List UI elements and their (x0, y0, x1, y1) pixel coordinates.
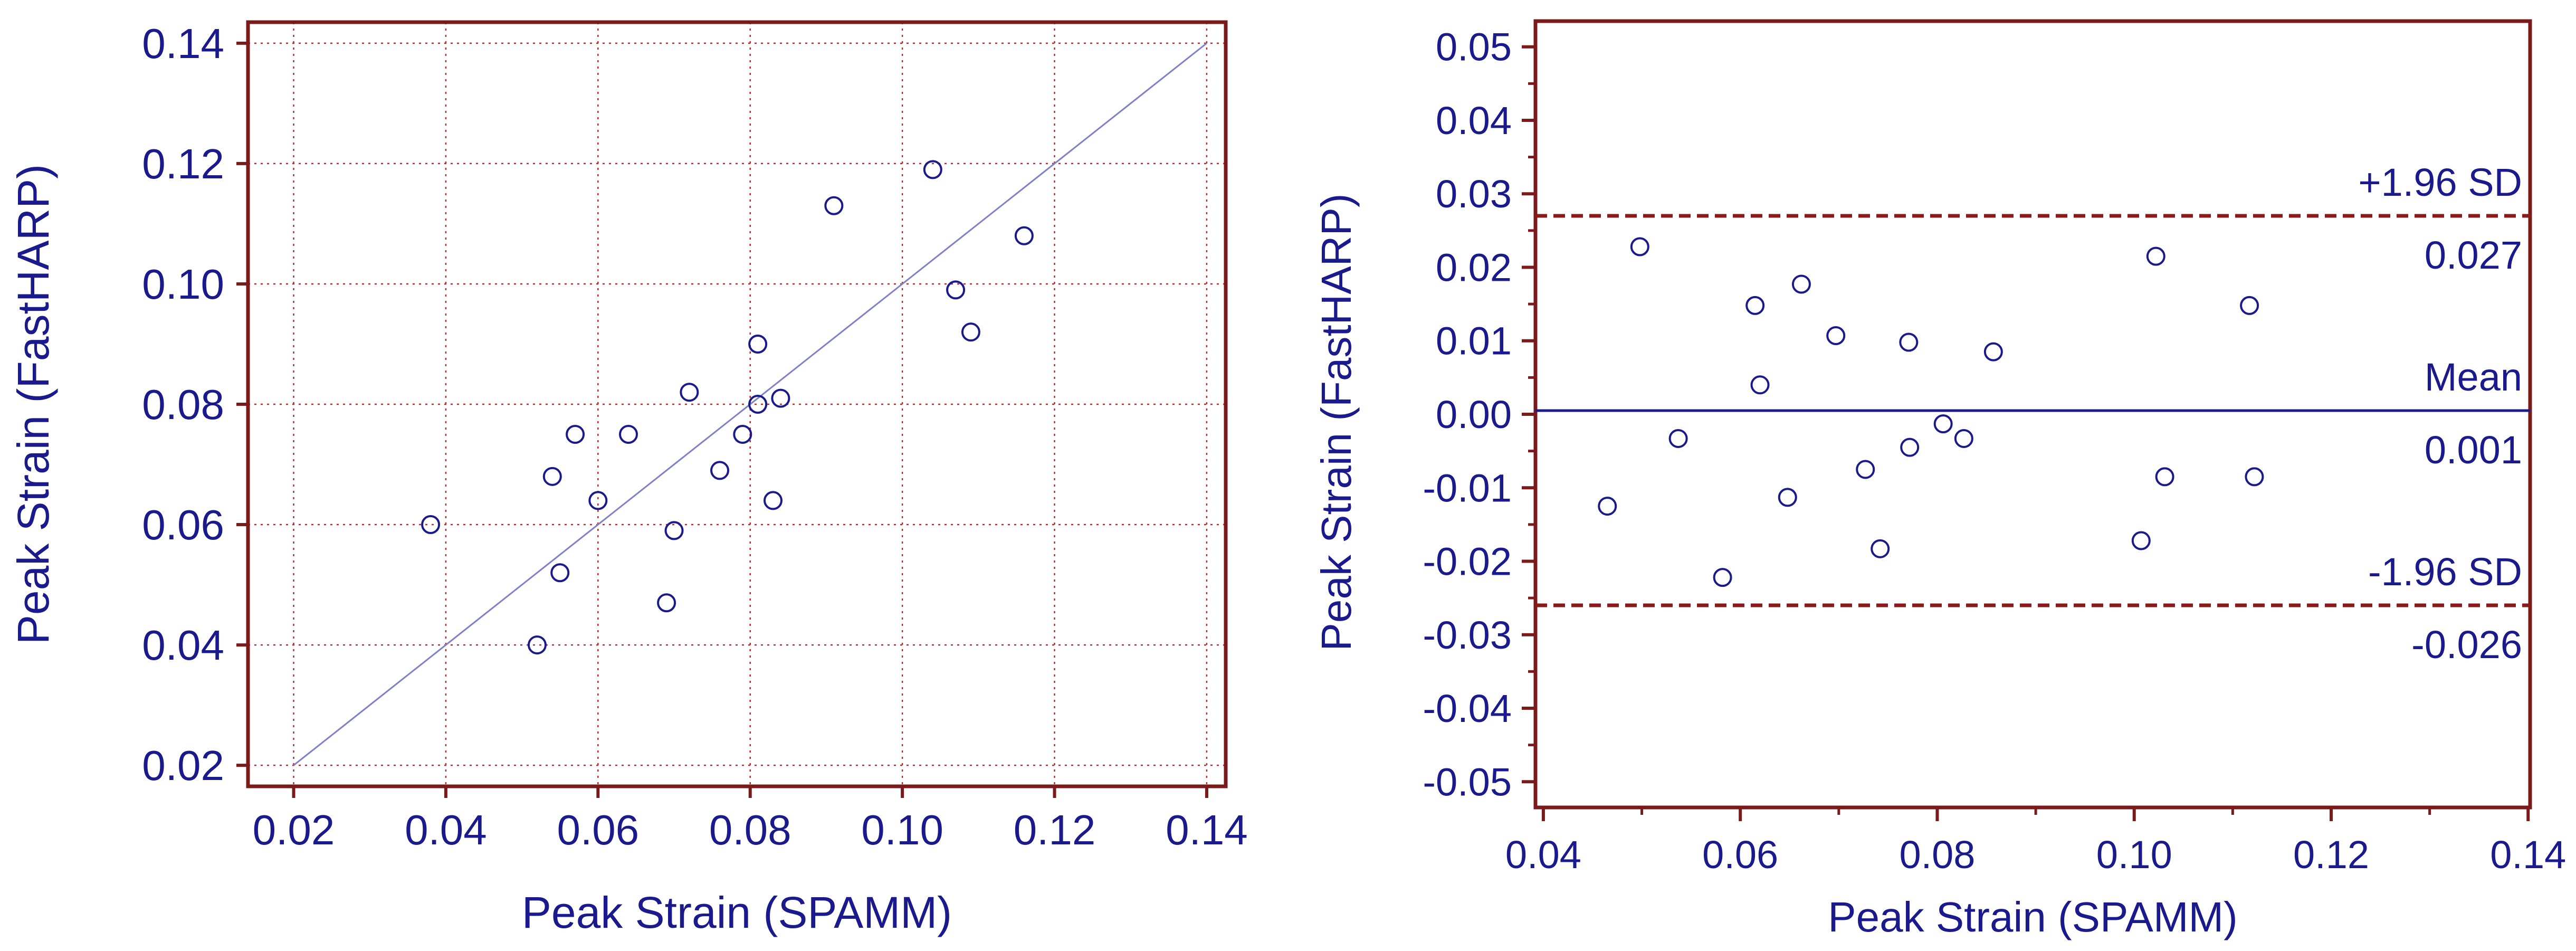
data-point (1899, 332, 1919, 352)
data-point (1713, 568, 1732, 587)
reference-line-value: -0.026 (2411, 623, 2522, 667)
reference-line-value: 0.001 (2425, 428, 2522, 472)
data-point (1745, 296, 1765, 315)
x-tick-label: 0.02 (253, 806, 335, 853)
data-point (542, 467, 562, 486)
data-point (1983, 342, 2003, 362)
data-point (680, 383, 699, 402)
y-axis-label: Peak Strain (FastHARP) (8, 164, 58, 644)
data-point (1668, 429, 1688, 448)
data-point (763, 491, 783, 510)
data-point (1750, 375, 1770, 395)
y-tick-label: 0.10 (142, 261, 224, 308)
x-tick-label: 0.04 (1505, 833, 1581, 877)
data-point (550, 563, 570, 583)
data-point (961, 322, 980, 342)
reference-line-label: -1.96 SD (2368, 550, 2522, 594)
y-tick-label: -0.05 (1423, 760, 1512, 804)
x-tick-label: 0.10 (2096, 833, 2172, 877)
reference-line-label: Mean (2425, 355, 2522, 399)
data-point (1791, 274, 1811, 294)
data-point (2146, 246, 2165, 266)
y-tick-label: 0.01 (1436, 319, 1512, 363)
data-point (619, 425, 638, 444)
data-point (733, 425, 752, 444)
correlation-scatter-chart: 0.02 0.02 0.04 0.04 0.06 0.06 0.08 0.08 0.10 0.10… (8, 20, 1248, 937)
data-point (2245, 467, 2264, 487)
data-point (1630, 237, 1649, 256)
data-point (421, 515, 441, 535)
data-point (710, 461, 730, 480)
data-point (527, 635, 547, 655)
data-point (946, 280, 966, 300)
reference-line-label: +1.96 SD (2358, 160, 2522, 204)
data-point (657, 593, 676, 613)
plot-frame (1533, 19, 2532, 810)
y-tick-label: 0.08 (142, 381, 224, 428)
bland-altman-chart: 0.04 0.06 0.08 0.10 0.12 0.14 0.05 0.04 0.03 0.02… (1313, 19, 2566, 940)
y-tick-label: 0.02 (142, 742, 224, 789)
y-axis-label: Peak Strain (FastHARP) (1313, 194, 1360, 651)
data-point (1933, 414, 1953, 434)
y-tick-label: 0.02 (1436, 245, 1512, 289)
data-point (1826, 326, 1846, 345)
x-tick-label: 0.08 (709, 806, 791, 853)
y-tick-label: -0.03 (1423, 613, 1512, 657)
data-point (1598, 497, 1617, 516)
x-tick-label: 0.08 (1899, 833, 1975, 877)
y-tick-label: 0.14 (142, 20, 224, 67)
data-point (824, 196, 844, 215)
data-point (748, 395, 768, 414)
data-point (1954, 429, 1973, 448)
data-point (923, 160, 942, 179)
x-tick-label: 0.12 (2293, 833, 2369, 877)
y-tick-label: -0.01 (1423, 466, 1512, 510)
x-tick-label: 0.14 (1166, 806, 1248, 853)
data-point (1900, 438, 1920, 457)
data-point (771, 388, 790, 408)
data-point (1856, 460, 1875, 479)
data-point (566, 425, 585, 444)
reference-line-value: 0.027 (2425, 233, 2522, 277)
y-tick-label: 0.00 (1436, 393, 1512, 436)
y-tick-label: 0.03 (1436, 172, 1512, 216)
data-point (748, 334, 768, 354)
x-tick-label: 0.06 (1702, 833, 1778, 877)
data-point (1871, 539, 1890, 558)
x-axis-label: Peak Strain (SPAMM) (522, 888, 952, 937)
data-point (664, 521, 684, 540)
y-tick-label: 0.12 (142, 140, 224, 187)
y-tick-label: -0.02 (1423, 540, 1512, 584)
x-tick-label: 0.04 (405, 806, 487, 853)
y-tick-label: 0.06 (142, 501, 224, 548)
data-point (1014, 226, 1034, 245)
x-axis-label: Peak Strain (SPAMM) (1828, 893, 2237, 940)
data-point (2131, 531, 2151, 550)
x-tick-label: 0.10 (861, 806, 943, 853)
y-tick-label: 0.04 (142, 622, 224, 669)
data-point (2155, 467, 2174, 487)
data-point (1778, 488, 1797, 507)
data-point (2240, 296, 2259, 315)
y-tick-label: -0.04 (1423, 687, 1512, 730)
x-tick-label: 0.12 (1014, 806, 1096, 853)
y-tick-label: 0.05 (1436, 25, 1512, 69)
x-tick-label: 0.14 (2490, 833, 2566, 877)
data-point (588, 491, 608, 510)
x-tick-label: 0.06 (557, 806, 639, 853)
y-tick-label: 0.04 (1436, 99, 1512, 142)
